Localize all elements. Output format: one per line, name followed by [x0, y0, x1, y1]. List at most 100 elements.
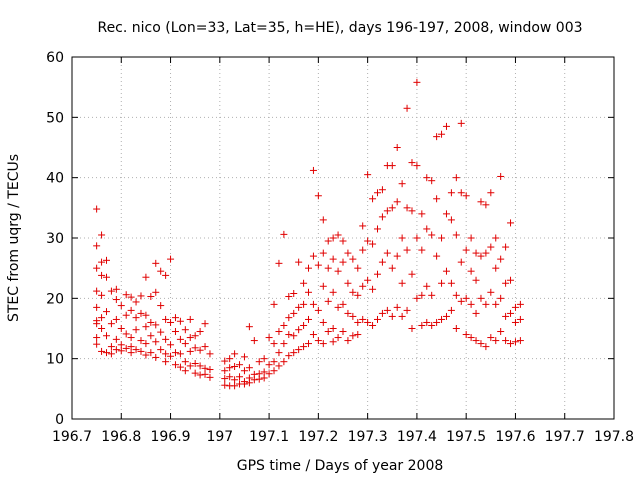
- data-point: [418, 246, 426, 254]
- data-point: [152, 338, 160, 346]
- data-point: [403, 306, 411, 314]
- data-point: [516, 300, 524, 308]
- data-point: [447, 189, 455, 197]
- data-point: [472, 337, 480, 345]
- data-point: [319, 216, 327, 224]
- data-point: [142, 340, 150, 348]
- data-point: [231, 376, 239, 384]
- x-tick-label: 197.8: [594, 429, 634, 445]
- y-tick-label: 20: [46, 291, 64, 307]
- data-point: [388, 204, 396, 212]
- data-point: [122, 330, 130, 338]
- data-point: [196, 328, 204, 336]
- data-point: [122, 311, 130, 319]
- data-point: [201, 364, 209, 372]
- data-point: [98, 258, 106, 266]
- data-point: [314, 337, 322, 345]
- data-point: [502, 337, 510, 345]
- data-point: [403, 246, 411, 254]
- data-point: [354, 318, 362, 326]
- data-point: [344, 279, 352, 287]
- data-point: [147, 293, 155, 301]
- data-point: [442, 210, 450, 218]
- data-point: [442, 122, 450, 130]
- data-point: [226, 364, 234, 372]
- data-point: [171, 314, 179, 322]
- data-point: [388, 312, 396, 320]
- data-point: [122, 291, 130, 299]
- data-point: [142, 323, 150, 331]
- data-point: [260, 374, 268, 382]
- data-point: [418, 210, 426, 218]
- data-point: [369, 195, 377, 203]
- data-point: [196, 346, 204, 354]
- data-point: [167, 341, 175, 349]
- data-point: [482, 343, 490, 351]
- data-point: [142, 311, 150, 319]
- data-point: [280, 230, 288, 238]
- data-point: [319, 340, 327, 348]
- data-point: [369, 240, 377, 248]
- data-point: [236, 373, 244, 381]
- data-point: [102, 256, 110, 264]
- data-point: [186, 362, 194, 370]
- data-point: [428, 177, 436, 185]
- data-point: [452, 174, 460, 182]
- data-point: [112, 346, 120, 354]
- plot-frame: [71, 56, 615, 420]
- data-point: [462, 246, 470, 254]
- data-point: [167, 255, 175, 263]
- data-point: [329, 338, 337, 346]
- data-point: [280, 321, 288, 329]
- data-point: [492, 337, 500, 345]
- data-point: [467, 300, 475, 308]
- data-point: [260, 355, 268, 363]
- data-point: [482, 249, 490, 257]
- data-point: [373, 189, 381, 197]
- y-tick-label: 10: [46, 352, 64, 368]
- data-point: [181, 340, 189, 348]
- data-point: [137, 337, 145, 345]
- data-point: [93, 287, 101, 295]
- data-point: [393, 144, 401, 151]
- data-point: [285, 314, 293, 322]
- data-point: [102, 349, 110, 357]
- data-point: [497, 172, 505, 180]
- data-point: [152, 353, 160, 361]
- data-point: [477, 340, 485, 348]
- x-axis-title: GPS time / Days of year 2008: [237, 458, 444, 474]
- x-tick-label: 197: [206, 429, 233, 445]
- data-point: [462, 294, 470, 302]
- data-point: [507, 219, 515, 227]
- data-point: [147, 332, 155, 340]
- data-point: [186, 347, 194, 355]
- x-axis-ticks: 196.7 196.8 196.9 197 197.1 197.2 197.3 197.4 19…: [52, 57, 634, 445]
- data-point: [191, 369, 199, 377]
- data-point: [176, 350, 184, 358]
- data-point: [275, 259, 283, 267]
- data-point: [487, 288, 495, 296]
- x-tick-label: 197.3: [348, 429, 388, 445]
- data-point: [482, 300, 490, 308]
- data-point: [364, 276, 372, 284]
- data-point: [492, 264, 500, 272]
- data-point: [240, 353, 248, 361]
- data-point: [403, 204, 411, 212]
- data-point: [137, 309, 145, 317]
- data-point: [245, 364, 253, 372]
- data-point: [295, 326, 303, 334]
- data-point: [250, 376, 258, 384]
- data-point: [324, 264, 332, 272]
- data-point: [231, 350, 239, 358]
- data-point: [290, 332, 298, 340]
- data-point: [142, 351, 150, 359]
- data-point: [349, 312, 357, 320]
- data-point: [462, 192, 470, 200]
- data-point: [354, 291, 362, 299]
- data-point: [157, 302, 165, 310]
- data-point: [300, 321, 308, 329]
- x-tick-label: 196.9: [150, 429, 190, 445]
- data-point: [511, 338, 519, 346]
- data-point: [245, 323, 253, 331]
